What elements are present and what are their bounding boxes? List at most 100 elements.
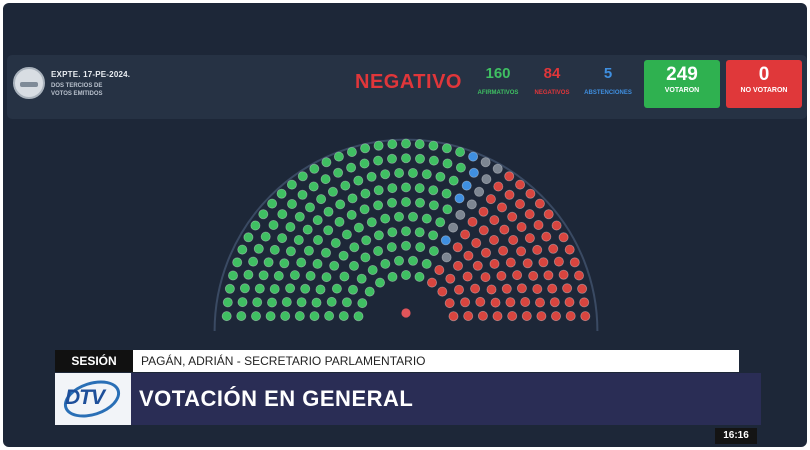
seat-afirmativo	[321, 272, 332, 283]
seat-afirmativo	[323, 206, 334, 217]
seat-abstencion	[440, 235, 451, 246]
seat-negativo	[444, 298, 455, 309]
seat-afirmativo	[428, 245, 439, 256]
seat-afirmativo	[400, 269, 411, 280]
seat-afirmativo	[285, 246, 296, 257]
seat-abstencion	[468, 167, 479, 178]
seat-afirmativo	[267, 198, 278, 209]
seat-negativo	[493, 181, 504, 192]
seat-afirmativo	[367, 264, 378, 275]
seat-afirmativo	[428, 200, 439, 211]
seat-negativo	[548, 243, 559, 254]
seat-negativo	[538, 257, 549, 268]
broadcast-clock: 16:16	[715, 428, 757, 444]
seat-negativo	[551, 220, 562, 231]
vote-result: NEGATIVO	[355, 71, 462, 93]
seat-afirmativo	[357, 298, 368, 309]
seat-negativo	[485, 194, 496, 205]
seat-negativo	[478, 206, 489, 217]
seat-afirmativo	[428, 155, 439, 166]
seat-afirmativo	[387, 183, 398, 194]
seat-negativo	[489, 258, 500, 269]
seat-negativo	[558, 269, 569, 280]
seat-afirmativo	[312, 234, 323, 245]
seat-afirmativo	[400, 182, 411, 193]
seat-afirmativo	[373, 140, 384, 151]
seat-afirmativo	[323, 225, 334, 236]
seat-negativo	[524, 209, 535, 220]
seat-afirmativo	[341, 229, 352, 240]
seat-afirmativo	[297, 189, 308, 200]
seat-negativo	[516, 221, 527, 232]
seat-negativo	[505, 257, 516, 268]
seat-afirmativo	[221, 311, 232, 322]
seat-negativo	[505, 297, 516, 308]
lower-third-title: VOTACIÓN EN GENERAL	[139, 386, 414, 411]
seat-afirmativo	[243, 232, 254, 243]
seat-afirmativo	[360, 188, 371, 199]
seat-afirmativo	[304, 202, 315, 213]
seat-afirmativo	[327, 186, 338, 197]
seat-afirmativo	[339, 271, 350, 282]
seat-afirmativo	[435, 171, 446, 182]
expediente-number: EXPTE. 17-PE-2024.	[51, 70, 131, 79]
session-strip: SESIÓN PAGÁN, ADRIÁN - SECRETARIO PARLAM…	[55, 350, 739, 372]
seat-afirmativo	[347, 284, 358, 295]
seat-ausente	[474, 186, 485, 197]
seat-afirmativo	[285, 283, 296, 294]
seat-ausente	[441, 252, 452, 263]
seat-negativo	[452, 242, 463, 253]
seat-afirmativo	[373, 245, 384, 256]
seat-afirmativo	[263, 257, 274, 268]
seat-afirmativo	[414, 197, 425, 208]
chamber-hemicycle	[213, 138, 599, 332]
seat-afirmativo	[359, 158, 370, 169]
seat-afirmativo	[308, 181, 319, 192]
seat-negativo	[507, 310, 518, 321]
seat-negativo	[470, 283, 481, 294]
vote-header-bar: EXPTE. 17-PE-2024. DOS TERCIOS DE VOTOS …	[7, 55, 807, 119]
seat-afirmativo	[387, 271, 398, 282]
seat-afirmativo	[407, 255, 418, 266]
seat-afirmativo	[297, 171, 308, 182]
seat-afirmativo	[224, 283, 235, 294]
seat-afirmativo	[237, 297, 248, 308]
seat-afirmativo	[293, 234, 304, 245]
seat-afirmativo	[366, 171, 377, 182]
seat-negativo	[536, 311, 547, 322]
seat-negativo	[564, 297, 575, 308]
seat-negativo	[490, 297, 501, 308]
seat-presidencia	[401, 308, 411, 318]
seat-afirmativo	[232, 257, 243, 268]
seat-afirmativo	[421, 213, 432, 224]
seat-ausente	[481, 174, 492, 185]
seat-negativo	[478, 225, 489, 236]
seat-afirmativo	[333, 151, 344, 162]
seat-afirmativo	[356, 273, 367, 284]
seat-afirmativo	[364, 286, 375, 297]
seat-negativo	[489, 215, 500, 226]
seat-afirmativo	[400, 196, 411, 207]
seat-afirmativo	[386, 197, 397, 208]
seat-afirmativo	[324, 310, 335, 321]
afirmativos-stat: 160 AFIRMATIVOS	[468, 65, 528, 96]
seat-afirmativo	[353, 311, 364, 322]
seat-afirmativo	[265, 311, 276, 322]
seat-afirmativo	[311, 297, 322, 308]
seat-afirmativo	[393, 255, 404, 266]
abstenciones-stat: 5 ABSTENCIONES	[578, 65, 638, 96]
seat-afirmativo	[414, 153, 425, 164]
votaron-count: 249	[666, 64, 698, 85]
seat-negativo	[515, 179, 526, 190]
seat-afirmativo	[346, 162, 357, 173]
seat-negativo	[528, 270, 539, 281]
seat-negativo	[543, 270, 554, 281]
seat-abstencion	[454, 193, 465, 204]
seat-negativo	[508, 234, 519, 245]
seat-afirmativo	[421, 169, 432, 180]
seat-negativo	[480, 272, 491, 283]
seat-afirmativo	[366, 217, 377, 228]
seat-afirmativo	[300, 283, 311, 294]
seat-negativo	[453, 284, 464, 295]
seat-afirmativo	[400, 240, 411, 251]
